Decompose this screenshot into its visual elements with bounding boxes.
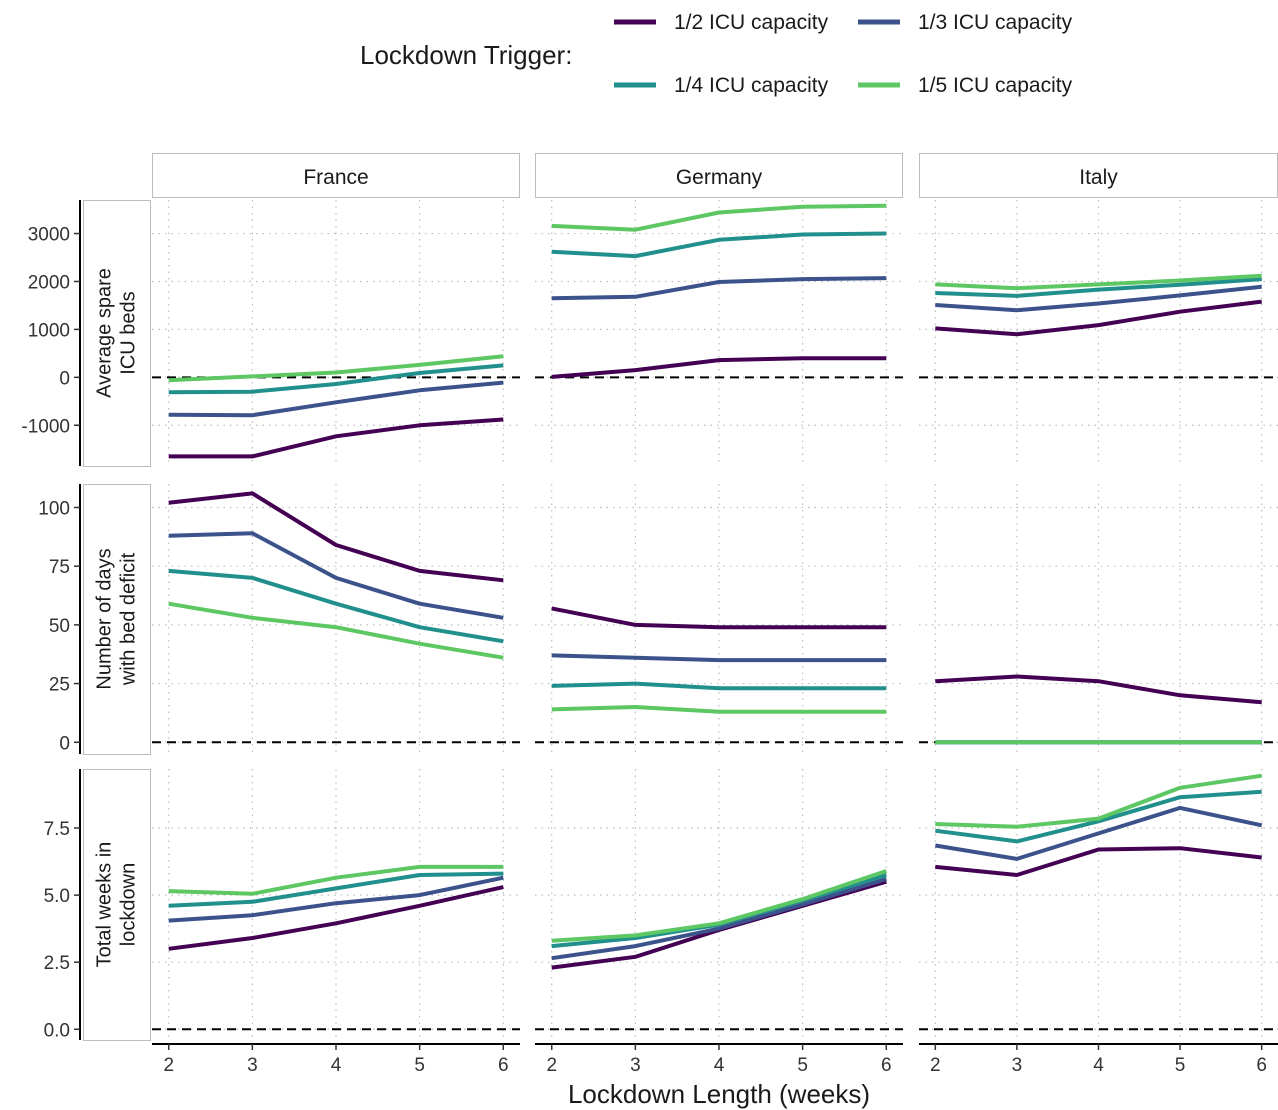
y-tick-label: 5.0 bbox=[44, 886, 70, 907]
series-line-1-germany-row-1 bbox=[551, 356, 887, 379]
row-label-line: lockdown bbox=[118, 863, 140, 946]
x-tick-label: 5 bbox=[797, 1055, 808, 1076]
row-label-3: Total weeks in lockdown bbox=[94, 842, 140, 968]
y-tick-label: 0 bbox=[59, 368, 70, 389]
series-line-1-italy-row-1 bbox=[935, 299, 1262, 337]
x-tick-label: 4 bbox=[714, 1055, 725, 1076]
axes: -1000010002000300002550751000.02.55.07.5… bbox=[21, 200, 1278, 1076]
series-line-2-france-row-1 bbox=[168, 380, 504, 418]
series-line-4-germany-row-3 bbox=[551, 869, 887, 943]
series-line-4-germany-row-1 bbox=[551, 203, 887, 232]
series-line-4-france-row-1 bbox=[168, 354, 504, 383]
y-tick-label: 100 bbox=[38, 498, 70, 519]
series-line-1-italy-row-2 bbox=[935, 674, 1262, 705]
panel-france-row-3 bbox=[152, 769, 520, 1040]
legend-title: Lockdown Trigger: bbox=[360, 40, 572, 70]
series-line-3-germany-row-1 bbox=[551, 231, 887, 259]
row-strip-1 bbox=[83, 200, 151, 467]
panel-italy-row-3 bbox=[919, 769, 1278, 1040]
y-tick-label: 25 bbox=[49, 675, 70, 696]
series-line-2-france-row-3 bbox=[168, 875, 504, 923]
series-line-2-germany-row-1 bbox=[551, 276, 887, 301]
row-strip-2 bbox=[83, 484, 151, 755]
y-tick-label: 50 bbox=[49, 616, 70, 637]
series-line-3-germany-row-3 bbox=[551, 873, 887, 949]
y-tick-label: -1000 bbox=[21, 416, 70, 437]
series-line-2-italy-row-3 bbox=[934, 805, 1263, 861]
x-tick-label: 6 bbox=[1256, 1055, 1267, 1076]
legend-label-1: 1/2 ICU capacity bbox=[674, 11, 829, 34]
legend-label-4: 1/5 ICU capacity bbox=[918, 74, 1073, 97]
series-line-4-france-row-2 bbox=[168, 601, 504, 660]
y-tick-label: 3000 bbox=[28, 225, 70, 246]
series-line-2-germany-row-2 bbox=[551, 653, 887, 663]
y-tick-label: 75 bbox=[49, 557, 70, 578]
y-tick-label: 1000 bbox=[28, 320, 70, 341]
y-tick-label: 2.5 bbox=[44, 953, 70, 974]
panels: France Germany Italy Average spare ICU beds N… bbox=[83, 153, 1278, 1041]
x-tick-label: 6 bbox=[881, 1055, 892, 1076]
legend-label-2: 1/3 ICU capacity bbox=[918, 11, 1073, 34]
x-tick-label: 2 bbox=[546, 1055, 557, 1076]
x-tick-label: 2 bbox=[930, 1055, 941, 1076]
x-tick-label: 3 bbox=[247, 1055, 258, 1076]
strip-label-italy: Italy bbox=[1079, 166, 1118, 189]
series-line-3-germany-row-2 bbox=[551, 681, 887, 691]
series-line-3-france-row-2 bbox=[168, 568, 504, 644]
legend: Lockdown Trigger: 1/2 ICU capacity 1/3 IC… bbox=[360, 11, 1073, 97]
x-axis-title: Lockdown Length (weeks) bbox=[568, 1079, 870, 1109]
strip-germany bbox=[535, 153, 903, 198]
y-tick-label: 2000 bbox=[28, 272, 70, 293]
series-line-1-italy-row-3 bbox=[935, 846, 1262, 877]
row-label-line: Average spare bbox=[94, 268, 116, 398]
y-tick-label: 7.5 bbox=[44, 819, 70, 840]
legend-label-3: 1/4 ICU capacity bbox=[674, 74, 829, 97]
row-label-line: Total weeks in bbox=[94, 842, 116, 968]
x-tick-label: 6 bbox=[498, 1055, 509, 1076]
strip-label-france: France bbox=[303, 166, 368, 189]
x-tick-label: 4 bbox=[331, 1055, 342, 1076]
row-label-line: with bed deficit bbox=[118, 552, 140, 686]
panel-germany-row-2 bbox=[535, 484, 903, 754]
series-line-3-france-row-3 bbox=[168, 871, 504, 908]
x-tick-label: 5 bbox=[414, 1055, 425, 1076]
panel-germany-row-3 bbox=[535, 769, 903, 1040]
series-line-2-italy-row-1 bbox=[935, 284, 1262, 313]
series-line-1-france-row-3 bbox=[168, 885, 504, 951]
series-line-1-france-row-1 bbox=[168, 417, 504, 459]
series-line-1-germany-row-2 bbox=[551, 606, 887, 630]
series-line-2-france-row-2 bbox=[168, 531, 504, 620]
series-line-4-italy-row-1 bbox=[935, 273, 1262, 291]
panel-italy-row-1 bbox=[919, 200, 1278, 466]
panel-germany-row-1 bbox=[535, 200, 903, 466]
row-label-line: ICU beds bbox=[118, 291, 140, 374]
series-line-3-italy-row-1 bbox=[935, 277, 1262, 298]
row-label-2: Number of days with bed deficit bbox=[94, 548, 140, 689]
series-line-1-france-row-2 bbox=[168, 491, 504, 583]
series-line-3-france-row-1 bbox=[168, 363, 504, 395]
strip-france bbox=[152, 153, 520, 198]
row-label-line: Number of days bbox=[94, 548, 116, 689]
series-line-4-germany-row-2 bbox=[551, 705, 887, 714]
x-tick-label: 3 bbox=[630, 1055, 641, 1076]
panel-france-row-2 bbox=[152, 484, 520, 754]
y-tick-label: 0.0 bbox=[44, 1020, 70, 1041]
row-label-1: Average spare ICU beds bbox=[94, 268, 140, 398]
series-line-2-germany-row-3 bbox=[551, 877, 887, 961]
x-tick-label: 4 bbox=[1093, 1055, 1104, 1076]
strip-italy bbox=[919, 153, 1278, 198]
y-tick-label: 0 bbox=[59, 733, 70, 754]
x-tick-label: 2 bbox=[163, 1055, 174, 1076]
panel-italy-row-2 bbox=[919, 484, 1278, 754]
x-tick-label: 5 bbox=[1175, 1055, 1186, 1076]
strip-label-germany: Germany bbox=[676, 166, 763, 189]
panel-france-row-1 bbox=[152, 200, 520, 466]
row-strip-3 bbox=[83, 769, 151, 1041]
series-line-4-france-row-3 bbox=[168, 864, 504, 896]
x-tick-label: 3 bbox=[1012, 1055, 1023, 1076]
series-line-4-italy-row-3 bbox=[935, 773, 1262, 829]
series-line-3-italy-row-3 bbox=[935, 789, 1262, 844]
